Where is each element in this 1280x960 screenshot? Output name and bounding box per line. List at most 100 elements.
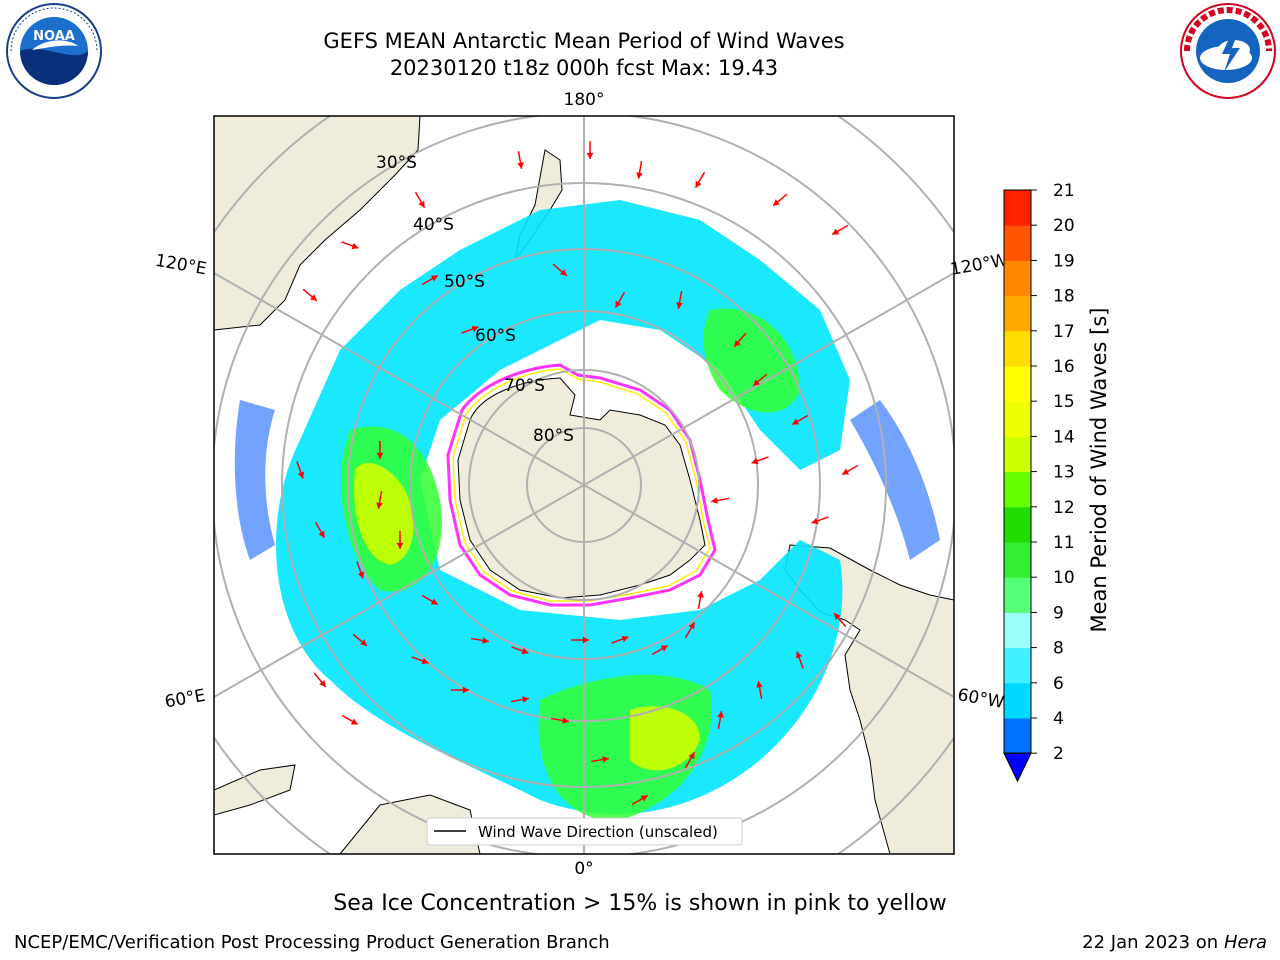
wave-direction-arrowhead xyxy=(832,228,840,235)
wave-direction-arrowhead xyxy=(773,199,780,206)
wave-direction-arrowhead xyxy=(319,680,326,687)
wave-direction-arrowhead xyxy=(615,300,622,308)
wave-field-yellow-1 xyxy=(354,462,414,565)
wave-direction-arrowhead xyxy=(310,294,317,301)
wave-direction-arrowhead xyxy=(792,418,800,425)
wave-direction-arrowhead xyxy=(695,180,702,188)
colorbar-segment xyxy=(1004,612,1031,649)
colorbar-segment xyxy=(1004,471,1031,508)
wave-direction-arrowhead xyxy=(660,645,668,652)
chart-subtitle: 20230120 t18z 000h fcst Max: 19.43 xyxy=(389,56,779,80)
wave-direction-arrowhead xyxy=(357,571,365,579)
wave-direction-arrowhead xyxy=(522,696,529,703)
lat-label-80s: 80°S xyxy=(533,426,574,446)
wave-direction-arrowhead xyxy=(734,340,741,347)
wave-direction-arrowhead xyxy=(418,200,425,208)
lon-label-120w: 120°W xyxy=(949,250,1010,280)
colorbar-label: Mean Period of Wind Waves [s] xyxy=(1087,308,1111,633)
lat-label-70s: 70°S xyxy=(504,376,545,396)
colorbar-tick-label: 12 xyxy=(1053,498,1075,518)
lon-label-120e: 120°E xyxy=(154,251,208,280)
colorbar-segment xyxy=(1004,260,1031,297)
wave-direction-arrowhead xyxy=(842,468,850,475)
colorbar-segment xyxy=(1004,366,1031,402)
lat-label-30s: 30°S xyxy=(376,153,417,173)
caption: Sea Ice Concentration > 15% is shown in … xyxy=(333,891,947,916)
wind-wave-arrows xyxy=(296,141,859,806)
noaa-logo: NOAA xyxy=(6,3,102,99)
wave-direction-arrowhead xyxy=(376,502,383,509)
wave-direction-arrowhead xyxy=(521,647,529,655)
wave-direction-arrowhead xyxy=(462,686,469,694)
lat-label-40s: 40°S xyxy=(413,215,454,235)
lon-label-60w: 60°W xyxy=(956,685,1006,713)
wave-direction-arrowhead xyxy=(602,756,609,763)
colorbar-tick-label: 10 xyxy=(1053,568,1075,588)
wave-direction-arrowhead xyxy=(834,613,841,620)
colorbar-segment xyxy=(1004,506,1031,543)
colorbar-tick-label: 16 xyxy=(1053,357,1075,377)
wave-direction-arrowhead xyxy=(350,718,358,725)
wave-field-yellow-2 xyxy=(630,706,700,771)
wave-direction-arrowhead xyxy=(351,242,359,250)
legend-label: Wind Wave Direction (unscaled) xyxy=(478,823,718,841)
wave-direction-arrowhead xyxy=(676,302,683,309)
colorbar-tick-label: 18 xyxy=(1053,287,1075,307)
wave-direction-arrowhead xyxy=(751,457,759,465)
colorbar-segment xyxy=(1004,401,1031,437)
lat-label-50s: 50°S xyxy=(444,272,485,292)
colorbar-tick-label: 20 xyxy=(1053,216,1075,236)
footer-date-text: 22 Jan 2023 on xyxy=(1082,932,1224,953)
colorbar-segment xyxy=(1004,577,1031,613)
colorbar-tick-label: 9 xyxy=(1053,603,1064,623)
colorbar-segment xyxy=(1004,225,1031,261)
wave-direction-arrowhead xyxy=(636,172,643,179)
wave-direction-arrowhead xyxy=(688,752,695,760)
colorbar-segment xyxy=(1004,330,1031,367)
wave-direction-arrowhead xyxy=(753,379,760,386)
wave-direction-arrowhead xyxy=(711,497,718,504)
nws-logo xyxy=(1180,3,1276,99)
footer-date: 22 Jan 2023 on Hera xyxy=(1082,932,1267,953)
wave-direction-arrowhead xyxy=(396,542,404,549)
colorbar-tick-label: 2 xyxy=(1053,744,1064,764)
colorbar-segment xyxy=(1004,295,1031,332)
wave-direction-arrowhead xyxy=(621,635,629,643)
wave-direction-arrowhead xyxy=(360,639,367,646)
colorbar-tick-label: 14 xyxy=(1053,427,1075,447)
colorbar-tick-label: 19 xyxy=(1053,251,1075,271)
colorbar-segment xyxy=(1004,647,1031,684)
map-legend: Wind Wave Direction (unscaled) xyxy=(426,817,743,846)
footer-machine: Hera xyxy=(1223,932,1267,953)
lon-label-0: 0° xyxy=(574,859,593,879)
wave-direction-arrowhead xyxy=(560,269,567,276)
wave-direction-arrowhead xyxy=(430,275,438,282)
colorbar-tick-label: 6 xyxy=(1053,674,1064,694)
sea-ice-edge xyxy=(446,363,717,607)
wave-direction-arrowhead xyxy=(756,681,763,688)
wave-direction-arrowhead xyxy=(640,795,648,802)
wave-direction-arrowhead xyxy=(421,657,429,665)
colorbar-segment xyxy=(1004,436,1031,473)
map-frame xyxy=(213,115,955,855)
colorbar-segment xyxy=(1004,190,1031,226)
sea-ice-edge-yellow xyxy=(452,368,711,602)
colorbar-tick-label: 13 xyxy=(1053,463,1075,483)
colorbar-tick-label: 11 xyxy=(1053,533,1075,553)
colorbar: 2 4 6 8 9 10 11 12 13 14 15 16 17 18 19 20 21 xyxy=(1003,181,1075,783)
land-antarctica xyxy=(457,377,706,599)
colorbar-segment xyxy=(1004,682,1031,719)
colorbar-extend-arrow xyxy=(1003,752,1032,783)
colorbar-tick-label: 4 xyxy=(1053,709,1064,729)
wave-direction-arrowhead xyxy=(811,517,819,525)
wave-direction-arrowhead xyxy=(562,717,569,724)
land-africa xyxy=(214,764,481,854)
wave-direction-arrowhead xyxy=(697,591,704,598)
wave-direction-arrowhead xyxy=(517,162,524,169)
colorbar-tick-label: 8 xyxy=(1053,639,1064,659)
colorbar-tick-label: 15 xyxy=(1053,392,1075,412)
svg-text:NOAA: NOAA xyxy=(33,29,75,44)
wave-field-blue-band xyxy=(234,400,940,560)
lon-label-180: 180° xyxy=(564,90,605,110)
